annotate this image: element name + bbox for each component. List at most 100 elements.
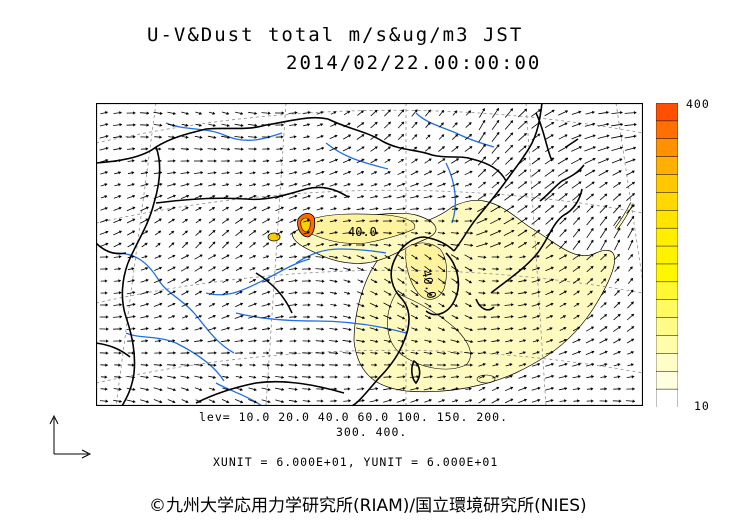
wind-vector-head: [523, 133, 527, 137]
colorbar-step: [655, 227, 679, 247]
wind-vector-head: [212, 123, 216, 127]
wind-vector-head: [550, 229, 554, 233]
wind-vector-head: [510, 339, 513, 343]
colorbar-max-label: 400: [686, 97, 710, 111]
wind-vector-head: [186, 339, 190, 343]
wind-vector-head: [172, 387, 176, 392]
wind-vector-head: [455, 399, 459, 403]
wind-vector-head: [496, 255, 500, 259]
wind-vector-head: [590, 216, 594, 220]
wind-vector-head: [524, 205, 528, 209]
wind-vector-head: [307, 158, 311, 163]
wind-vector-head: [468, 304, 472, 307]
wind-vector-head: [414, 146, 418, 150]
wind-vector-head: [537, 169, 541, 173]
wind-vector-head: [375, 387, 379, 391]
wind-vector-head: [239, 375, 243, 379]
wind-vector-head: [389, 386, 393, 391]
wind-vector-head: [620, 110, 623, 115]
wind-vector-head: [415, 170, 419, 174]
wind-vector-head: [388, 243, 392, 247]
wind-vector-head: [184, 219, 188, 222]
wind-vector-head: [591, 350, 595, 354]
wind-vector-head: [227, 135, 231, 139]
wind-vector-head: [226, 314, 230, 318]
wind-vector-head: [374, 121, 378, 125]
wind-vector-head: [118, 279, 122, 283]
wind-vector-head: [252, 242, 256, 246]
wind-vector-head: [308, 291, 311, 295]
wind-vector-head: [294, 159, 297, 163]
wind-vector-head: [184, 241, 189, 246]
wind-vector-head: [456, 351, 460, 355]
wind-vector-head: [119, 303, 122, 307]
wind-vector-head: [537, 181, 541, 185]
wind-vector-head: [145, 278, 149, 283]
wind-vector-head: [320, 315, 324, 319]
wind-vector-head: [347, 182, 351, 187]
wind-vector-head: [322, 267, 325, 271]
wind-vector-head: [200, 351, 204, 355]
wind-vector-head: [387, 268, 391, 271]
wind-vector-head: [564, 122, 568, 126]
levels-line1: lev= 10.0 20.0 40.0 60.0 100. 150. 200.: [199, 410, 509, 424]
wind-vector-head: [592, 157, 596, 161]
wind-vector-head: [171, 218, 175, 222]
wind-vector-head: [509, 267, 513, 271]
wind-vector-head: [199, 194, 203, 199]
wind-vector-head: [509, 363, 513, 367]
wind-vector-head: [253, 351, 257, 355]
wind-vector-head: [375, 339, 379, 344]
wind-vector-head: [199, 326, 203, 331]
wind-vector-head: [173, 363, 177, 367]
wind-vector-head: [496, 144, 500, 148]
wind-vector-head: [281, 302, 285, 307]
wind-vector-head: [509, 169, 513, 173]
wind-vector-head: [456, 170, 460, 174]
wind-vector-head: [402, 386, 406, 391]
wind-vector-head: [536, 350, 540, 355]
wind-vector-head: [441, 109, 444, 114]
wind-vector-head: [482, 143, 486, 148]
wind-vector-head: [334, 182, 338, 187]
wind-vector-head: [186, 375, 190, 380]
wind-vector-head: [294, 399, 298, 403]
wind-vector-head: [388, 194, 392, 199]
wind-vector-head: [280, 135, 284, 139]
wind-vector-head: [172, 278, 176, 282]
wind-vector-head: [429, 375, 433, 379]
wind-vector-head: [509, 144, 513, 148]
wind-vector-head: [361, 256, 365, 260]
wind-vector-head: [537, 302, 541, 306]
wind-vector-head: [509, 157, 513, 161]
wind-vector-head: [225, 387, 229, 391]
wind-vector-head: [308, 339, 311, 343]
wind-vector-head: [266, 230, 270, 234]
wind-vector-head: [496, 398, 500, 402]
wind-vector-head: [551, 169, 555, 173]
wind-vector-head: [468, 122, 472, 126]
wind-vector-head: [388, 363, 392, 367]
contour-label-2: 40.0: [419, 269, 439, 300]
wind-vector-head: [105, 315, 109, 319]
wind-vector-head: [428, 268, 432, 272]
japan-kyushu: [475, 298, 495, 311]
wind-vector-head: [118, 206, 122, 210]
wind-vector-head: [537, 109, 541, 113]
colorbar: [655, 102, 679, 408]
wind-vector-head: [294, 170, 298, 175]
wind-vector-head: [577, 278, 581, 282]
wind-vector-head: [158, 327, 162, 331]
wind-vector-head: [333, 207, 337, 211]
wind-vector-head: [308, 351, 312, 355]
wind-vector-head: [335, 375, 338, 379]
wind-vector-head: [280, 194, 284, 198]
wind-vector-head: [416, 375, 420, 379]
wind-vector-head: [523, 398, 527, 402]
wind-vector-head: [511, 242, 515, 246]
wind-vector-head: [159, 123, 163, 127]
wind-vector-head: [564, 134, 568, 138]
colorbar-step: [655, 102, 679, 122]
wind-vector-head: [428, 158, 432, 162]
wind-vector-head: [563, 290, 567, 294]
